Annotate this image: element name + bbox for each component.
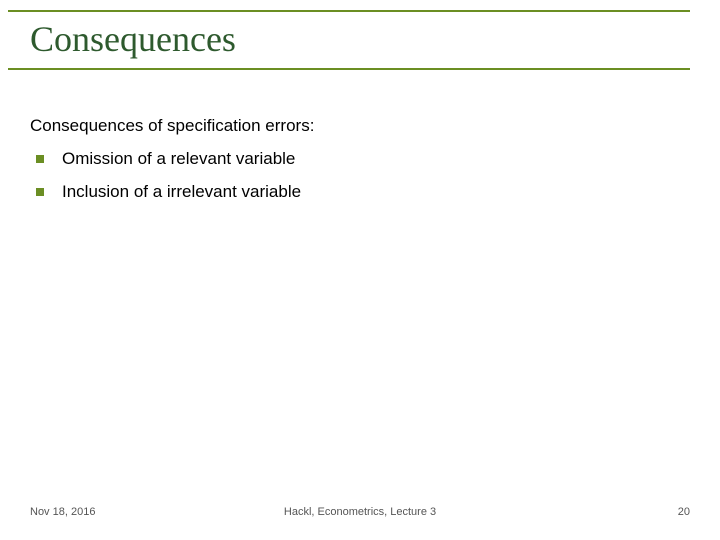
list-item: Inclusion of a irrelevant variable [36,178,690,207]
slide-title: Consequences [30,18,690,60]
footer-center: Hackl, Econometrics, Lecture 3 [284,506,436,518]
slide: Consequences Consequences of specificati… [0,0,720,540]
bullet-text: Inclusion of a irrelevant variable [62,178,301,207]
title-container: Consequences [8,10,690,70]
intro-text: Consequences of specification errors: [30,112,690,141]
footer-date: Nov 18, 2016 [30,506,95,518]
list-item: Omission of a relevant variable [36,145,690,174]
bullet-list: Omission of a relevant variable Inclusio… [30,145,690,207]
bullet-text: Omission of a relevant variable [62,145,295,174]
footer-page-number: 20 [678,506,690,518]
slide-body: Consequences of specification errors: Om… [30,112,690,207]
slide-footer: Nov 18, 2016 Hackl, Econometrics, Lectur… [30,506,690,518]
square-bullet-icon [36,188,44,196]
square-bullet-icon [36,155,44,163]
